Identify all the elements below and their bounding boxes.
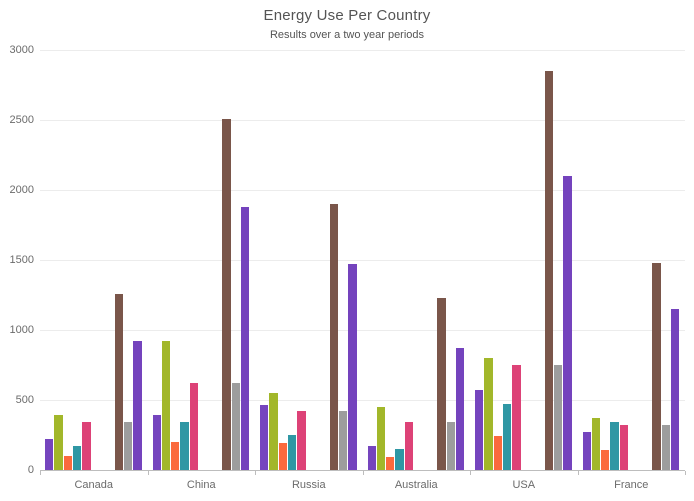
bar-france-olive-green[interactable] (591, 417, 601, 470)
x-axis-label-china: China (186, 479, 216, 491)
bar-usa-gray[interactable] (554, 365, 563, 470)
bar-russia-pink[interactable] (297, 411, 306, 470)
bar-australia-orange[interactable] (386, 456, 395, 470)
x-axis-tick (685, 471, 686, 475)
bar-canada-purple[interactable] (45, 439, 54, 470)
bar-china-purple[interactable] (152, 414, 161, 470)
bar-france-purple[interactable] (582, 432, 591, 470)
bar-china-violet[interactable] (240, 206, 250, 470)
y-axis-label-2500: 2500 (9, 114, 34, 126)
bar-china-olive-green[interactable] (161, 341, 171, 470)
bar-france-orange[interactable] (601, 449, 610, 470)
x-axis-tick (577, 471, 579, 475)
y-axis-label-500: 500 (15, 394, 34, 406)
grid-line-2500 (40, 120, 685, 121)
bar-canada-orange[interactable] (63, 456, 72, 470)
bar-australia-teal[interactable] (395, 449, 404, 470)
bar-russia-teal[interactable] (287, 435, 297, 470)
x-axis-label-usa: USA (512, 479, 536, 491)
y-axis-label-3000: 3000 (9, 44, 34, 56)
bar-russia-brown[interactable] (329, 204, 339, 470)
bar-canada-teal[interactable] (72, 446, 82, 470)
bar-australia-olive-green[interactable] (376, 407, 386, 470)
bar-china-pink[interactable] (189, 383, 199, 470)
x-axis-tick (255, 471, 256, 475)
bar-canada-olive-green[interactable] (54, 414, 63, 470)
bar-canada-violet[interactable] (133, 341, 142, 470)
chart-title: Energy Use Per Country (263, 7, 431, 24)
bar-usa-pink[interactable] (512, 365, 521, 470)
bar-usa-brown[interactable] (544, 71, 554, 470)
x-axis-tick (362, 471, 364, 475)
bar-usa-purple[interactable] (475, 389, 484, 470)
y-axis-label-1500: 1500 (9, 254, 34, 266)
bar-russia-gray[interactable] (339, 411, 348, 470)
chart-subtitle: Results over a two year periods (269, 29, 425, 41)
y-axis-label-0: 0 (27, 464, 34, 476)
bar-russia-purple[interactable] (260, 404, 269, 470)
bar-russia-olive-green[interactable] (269, 393, 278, 470)
x-axis-tick (470, 471, 471, 475)
bar-australia-pink[interactable] (404, 421, 414, 470)
x-axis-label-canada: Canada (74, 479, 114, 491)
bar-china-brown[interactable] (222, 119, 231, 470)
x-axis-label-russia: Russia (291, 479, 326, 491)
grid-line-1000 (40, 330, 685, 331)
bar-usa-teal[interactable] (502, 404, 512, 470)
bar-australia-brown[interactable] (437, 297, 446, 470)
bar-france-brown[interactable] (652, 262, 661, 470)
grid-line-1500 (40, 260, 685, 261)
bar-china-gray[interactable] (231, 383, 240, 470)
x-axis-tick (147, 471, 149, 475)
bar-china-teal[interactable] (180, 421, 189, 470)
bar-canada-gray[interactable] (124, 421, 133, 470)
bar-france-teal[interactable] (610, 421, 619, 470)
bar-usa-orange[interactable] (493, 435, 502, 470)
bar-canada-brown[interactable] (114, 293, 124, 470)
x-axis-label-australia: Australia (394, 479, 438, 491)
bar-australia-purple[interactable] (367, 445, 376, 470)
grid-line-2000 (40, 190, 685, 191)
bar-australia-violet[interactable] (455, 348, 465, 470)
y-axis-label-2000: 2000 (9, 184, 34, 196)
bar-usa-olive-green[interactable] (484, 358, 493, 470)
x-axis-tick (40, 471, 41, 475)
bar-australia-gray[interactable] (446, 421, 455, 470)
grid-line-500 (40, 400, 685, 401)
bar-france-pink[interactable] (619, 425, 629, 470)
x-axis-label-france: France (614, 479, 649, 491)
bar-canada-pink[interactable] (82, 421, 91, 470)
bar-france-gray[interactable] (661, 425, 670, 470)
bar-usa-violet[interactable] (563, 176, 572, 470)
y-axis-label-1000: 1000 (9, 324, 34, 336)
bar-russia-violet[interactable] (348, 263, 357, 470)
bar-france-violet[interactable] (670, 309, 680, 470)
x-axis-line (40, 470, 685, 471)
bar-russia-orange[interactable] (278, 442, 287, 470)
grid-line-3000 (40, 50, 685, 51)
bar-china-orange[interactable] (171, 442, 180, 470)
